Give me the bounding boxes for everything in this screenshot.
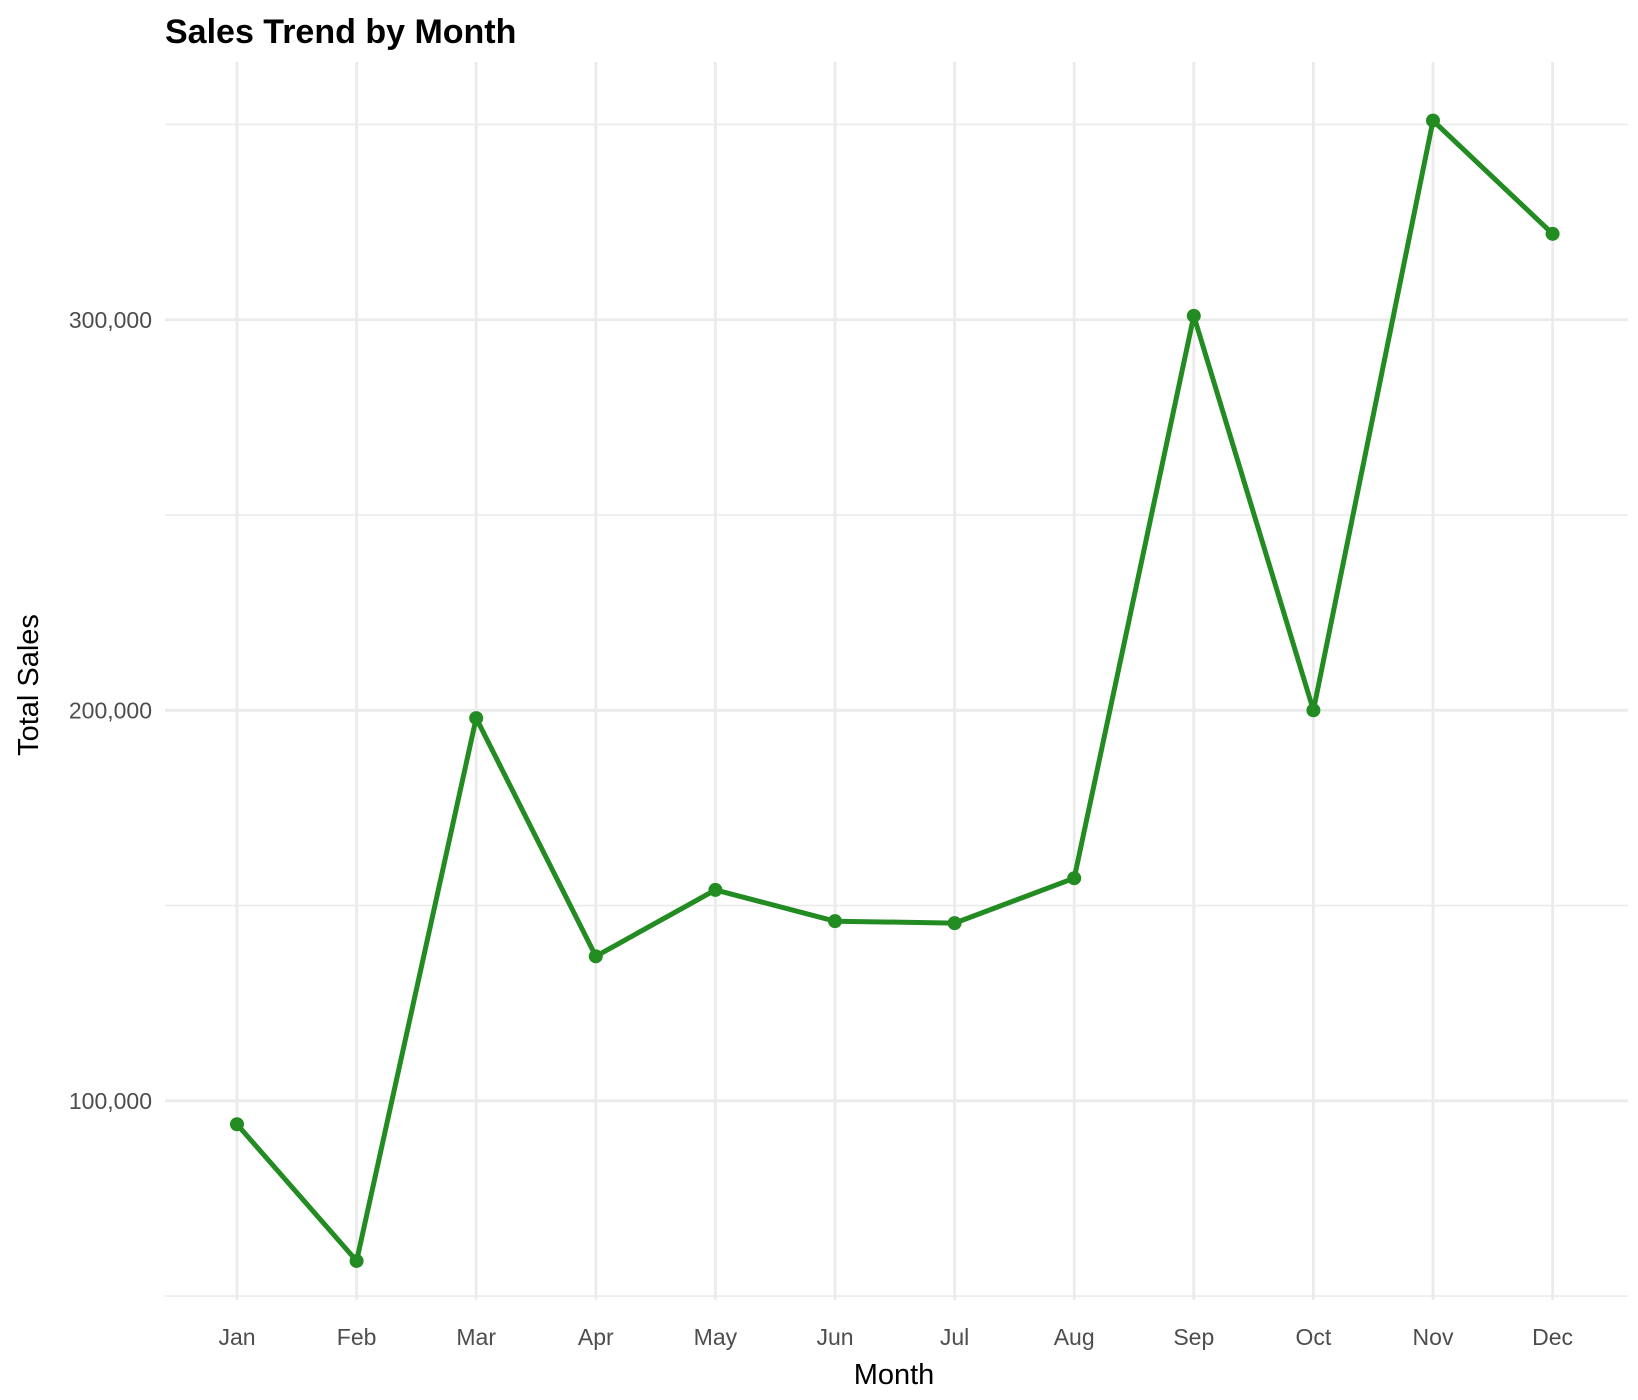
data-point-may [708,882,723,897]
data-point-feb [349,1253,364,1268]
chart-title: Sales Trend by Month [165,13,516,51]
series-line [235,118,1555,1264]
data-point-aug [1067,871,1082,886]
data-point-dec [1545,226,1560,241]
data-point-jun [828,914,842,929]
x-tick-label-feb: Feb [337,1324,377,1350]
x-tick-label-sep: Sep [1173,1324,1214,1350]
y-tick-label: 100,000 [69,1088,152,1114]
x-axis-title: Month [854,1359,935,1391]
data-point-jan [230,1117,244,1132]
x-tick-label-jun: Jun [816,1324,853,1350]
x-tick-label-may: May [694,1324,738,1350]
x-tick-label-apr: Apr [578,1324,614,1350]
x-tick-label-aug: Aug [1054,1324,1095,1350]
data-point-jul [947,916,962,931]
x-tick-label-dec: Dec [1532,1324,1573,1350]
data-point-oct [1306,703,1321,718]
series-line-group [235,118,1555,1264]
y-axis-tick-labels: 100,000 200,000 300,000 [69,307,152,1114]
data-points [230,113,1560,1268]
x-axis-tick-labels: Jan Feb Mar Apr May Jun Jul Aug Sep Oct Nov Dec [218,1324,1573,1350]
data-point-nov [1426,113,1440,128]
data-point-sep [1186,308,1201,323]
x-tick-label-nov: Nov [1413,1324,1454,1350]
data-point-apr [588,949,603,964]
x-tick-label-mar: Mar [456,1324,496,1350]
y-axis-title: Total Sales [13,614,45,756]
data-point-mar [469,711,484,726]
grid-lines [165,62,1628,1300]
x-tick-label-jul: Jul [940,1324,969,1350]
x-tick-label-jan: Jan [218,1324,255,1350]
y-tick-label: 200,000 [69,697,152,723]
y-tick-label: 300,000 [69,307,152,333]
x-tick-label-oct: Oct [1296,1324,1332,1350]
